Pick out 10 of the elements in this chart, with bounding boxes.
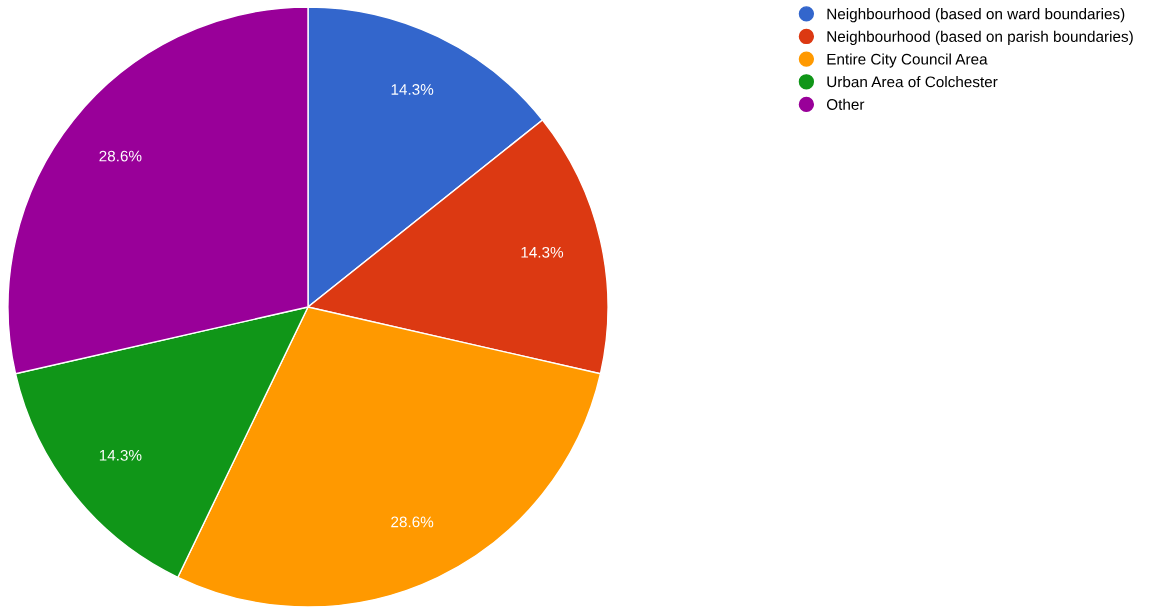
data-label: 14.3% bbox=[521, 246, 564, 258]
legend-label: Neighbourhood (based on parish boundaries) bbox=[827, 30, 1133, 45]
legend-label: Neighbourhood (based on ward boundaries) bbox=[827, 8, 1125, 23]
legend-label: Entire City Council Area bbox=[827, 53, 988, 68]
data-label: 14.3% bbox=[99, 449, 142, 461]
legend-label: Urban Area of Colchester bbox=[827, 76, 998, 88]
data-label: 28.6% bbox=[391, 516, 434, 528]
data-label: 14.3% bbox=[391, 84, 434, 95]
data-label: 28.6% bbox=[99, 150, 142, 162]
legend-label: Other bbox=[826, 98, 865, 110]
